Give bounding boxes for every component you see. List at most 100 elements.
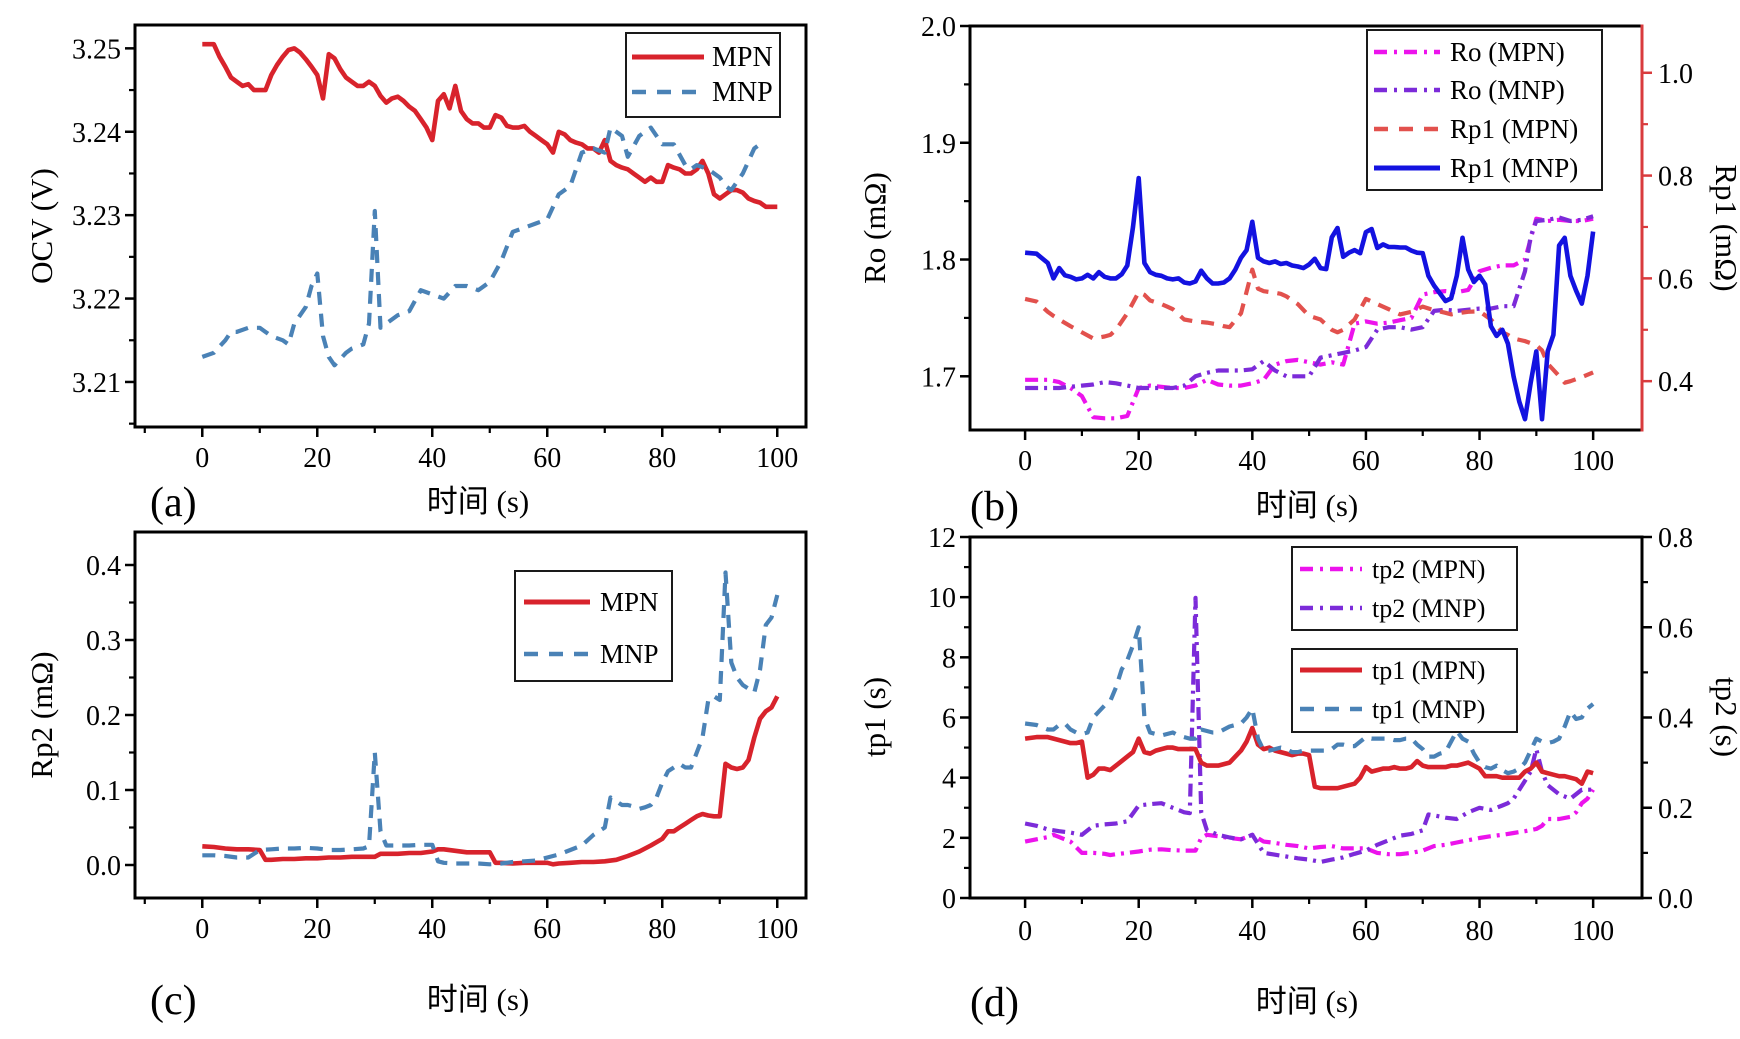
x-tick-label: 20 — [303, 914, 331, 945]
x-tick-label: 0 — [1018, 446, 1032, 477]
y-tick-label: 6 — [942, 704, 956, 735]
y-tick-label: 12 — [928, 523, 956, 554]
y-tick-label: 3.21 — [72, 368, 121, 399]
right-tick-label: 0.6 — [1658, 264, 1693, 295]
y-tick-label: 0.2 — [86, 701, 121, 732]
y-axis-title: OCV (V) — [24, 168, 59, 284]
legend-label: Ro (MNP) — [1450, 75, 1565, 105]
series-rp1-mnp — [1024, 175, 1596, 422]
series-tp2-mpn — [1024, 788, 1595, 858]
legend-box — [1291, 546, 1518, 631]
legend-label: tp1 (MNP) — [1372, 695, 1485, 724]
legend-label: Rp1 (MPN) — [1450, 114, 1578, 144]
series-ro-mpn — [1025, 216, 1594, 421]
right-tick-label: 0.4 — [1658, 367, 1693, 398]
x-tick-label: 60 — [533, 443, 561, 474]
legend-label: Ro (MPN) — [1450, 37, 1565, 67]
x-tick-label: 20 — [1125, 446, 1153, 477]
panel-tag: (a) — [150, 480, 197, 526]
x-tick-label: 100 — [1572, 446, 1614, 477]
y-axis-title: Rp2 (mΩ) — [24, 651, 59, 778]
x-tick-label: 80 — [648, 443, 676, 474]
x-tick-label: 80 — [648, 914, 676, 945]
right-tick-label: 0.0 — [1658, 884, 1693, 915]
y-tick-label: 3.22 — [72, 285, 121, 316]
legend-box — [625, 32, 781, 118]
x-axis-title: 时间 (s) — [427, 982, 529, 1017]
panel-d: 0 20 40 60 80 100 0 2 4 6 8 10 12 0.0 0.2 0.4 0.6 0.8 tp2 … — [857, 523, 1740, 1026]
x-tick-label: 20 — [303, 443, 331, 474]
panel-b: 0 20 40 60 80 100 1.7 1.8 1.9 2.0 0.4 0.6 0.8 1.0 Rp1 … — [857, 12, 1740, 530]
right-tick-label: 1.0 — [1658, 59, 1693, 90]
x-tick-label: 100 — [756, 443, 798, 474]
series-mpn — [202, 695, 780, 867]
x-tick-label: 60 — [1352, 446, 1380, 477]
y-tick-label: 2 — [942, 824, 956, 855]
legend-box — [514, 570, 673, 682]
x-tick-label: 60 — [533, 914, 561, 945]
series-rp1-mpn — [1024, 267, 1594, 385]
series-tp1-mpn — [1024, 725, 1594, 791]
series-tp2-mnp — [1024, 595, 1594, 864]
panel-c: 0 20 40 60 80 100 0.0 0.1 0.2 0.3 0.4 Rp2 (mΩ) 时间 (s… — [24, 530, 808, 1024]
legend-label: tp2 (MNP) — [1372, 594, 1485, 623]
panel-a: 0 20 40 60 80 100 3.21 3.22 3.23 3.24 3.25 OCV (V) 时… — [24, 23, 808, 526]
y-tick-label: 3.24 — [72, 118, 121, 149]
y-tick-label: 3.23 — [72, 201, 121, 232]
y-tick-label: 1.9 — [921, 129, 956, 160]
series-ro-mnp — [1025, 214, 1594, 391]
series-mnp — [202, 570, 780, 867]
legend-label: tp2 (MPN) — [1372, 555, 1485, 584]
right-axis-title: Rp1 (mΩ) — [1709, 164, 1740, 291]
right-axis-title: tp2 (s) — [1709, 677, 1740, 757]
x-tick-label: 80 — [1466, 916, 1494, 947]
right-tick-label: 0.4 — [1658, 704, 1693, 735]
x-tick-label: 100 — [756, 914, 798, 945]
panel-tag: (b) — [970, 484, 1019, 530]
legend-box — [1366, 29, 1603, 191]
y-axis-title: Ro (mΩ) — [857, 172, 892, 284]
y-axis-title: tp1 (s) — [857, 677, 892, 757]
right-tick-label: 0.8 — [1658, 162, 1693, 193]
legend-label: MPN — [712, 42, 773, 73]
x-tick-label: 0 — [195, 443, 209, 474]
y-tick-label: 0.1 — [86, 776, 121, 807]
legend-box — [1291, 648, 1518, 733]
x-tick-label: 0 — [1018, 916, 1032, 947]
series-tp1-mnp — [1024, 625, 1595, 776]
y-tick-label: 0.0 — [86, 851, 121, 882]
x-tick-label: 40 — [1238, 916, 1266, 947]
panel-tag: (d) — [970, 980, 1019, 1026]
x-axis-title: 时间 (s) — [427, 484, 529, 519]
y-tick-label: 0.4 — [86, 551, 121, 582]
x-tick-label: 40 — [418, 914, 446, 945]
legend-label: Rp1 (MNP) — [1450, 153, 1578, 183]
x-tick-label: 20 — [1125, 916, 1153, 947]
legend-label: tp1 (MPN) — [1372, 656, 1485, 685]
x-tick-label: 40 — [418, 443, 446, 474]
right-tick-label: 0.6 — [1658, 613, 1693, 644]
plot-box — [133, 23, 808, 429]
y-tick-label: 8 — [942, 643, 956, 674]
legend-label: MPN — [600, 587, 659, 617]
y-tick-label: 2.0 — [921, 12, 956, 43]
y-tick-label: 3.25 — [72, 34, 121, 65]
y-tick-label: 0 — [942, 884, 956, 915]
x-axis-title: 时间 (s) — [1256, 984, 1358, 1019]
legend-label: MNP — [712, 77, 773, 108]
y-tick-label: 10 — [928, 583, 956, 614]
y-tick-label: 0.3 — [86, 626, 121, 657]
y-tick-label: 4 — [942, 764, 956, 795]
legend-label: MNP — [600, 639, 659, 669]
right-tick-label: 0.2 — [1658, 794, 1693, 825]
panel-tag: (c) — [150, 978, 197, 1024]
x-tick-label: 100 — [1572, 916, 1614, 947]
series-mnp — [201, 125, 766, 368]
y-tick-label: 1.7 — [921, 362, 956, 393]
series-mpn — [202, 41, 778, 210]
x-tick-label: 80 — [1466, 446, 1494, 477]
y-tick-label: 1.8 — [921, 246, 956, 277]
x-tick-label: 40 — [1238, 446, 1266, 477]
